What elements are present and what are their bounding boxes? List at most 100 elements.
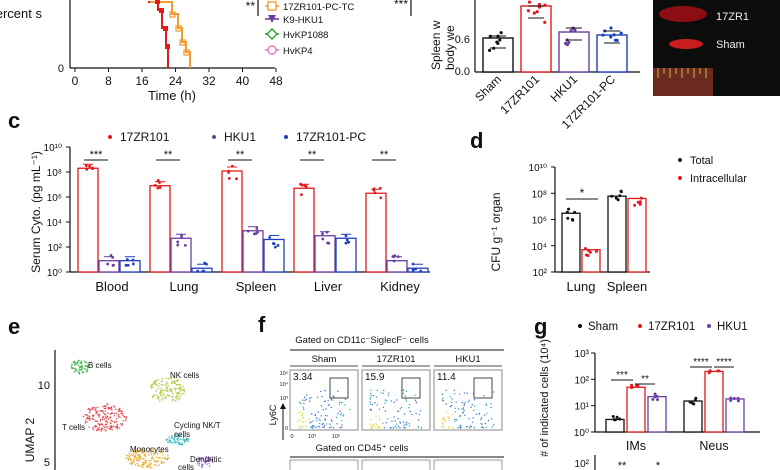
flow-event-dot <box>382 392 384 394</box>
panel-b-bar-pc <box>596 34 628 73</box>
umap-point <box>101 424 104 426</box>
flow-event-dot <box>297 425 300 427</box>
umap-point <box>171 381 173 383</box>
flow-event-dot <box>302 416 304 418</box>
umap-point <box>99 418 102 421</box>
flow-event-dot <box>473 405 476 407</box>
flow-event-dot <box>458 393 461 395</box>
survival-curve-red <box>148 1 169 68</box>
flow-event-dot <box>402 421 405 424</box>
umap-point <box>71 363 73 366</box>
panel-g-point <box>729 398 733 402</box>
photo-label: Sham <box>716 39 745 51</box>
umap-point <box>179 443 181 446</box>
umap-point <box>161 389 163 392</box>
survival-marker <box>163 26 168 31</box>
umap-point <box>150 387 153 389</box>
panel-d-bar <box>627 197 647 273</box>
flow-event-dot <box>405 400 408 402</box>
flow-xtick-label: 0 <box>290 434 293 440</box>
flow-event-dot <box>302 408 305 410</box>
flow-event-dot <box>464 401 467 404</box>
flow-event-dot <box>402 389 405 391</box>
flow-event-dot <box>411 413 413 416</box>
umap-point <box>173 436 176 439</box>
umap-point <box>117 415 120 418</box>
umap-point <box>92 428 95 431</box>
legend-diamond-icon <box>266 28 278 40</box>
umap-point <box>144 462 146 465</box>
flow-event-dot <box>333 396 335 398</box>
umap-point <box>113 421 116 423</box>
flow-event-dot <box>375 396 378 398</box>
umap-point <box>114 412 116 415</box>
flow-event-dot <box>324 389 327 392</box>
umap-point <box>128 452 131 454</box>
umap-point <box>176 393 178 396</box>
umap-point <box>149 385 152 387</box>
flow-event-dot <box>395 399 398 401</box>
panel-d-bar <box>561 212 581 273</box>
umap-point <box>176 398 179 401</box>
umap-point <box>152 384 154 386</box>
photo-ruler-ticks <box>657 68 707 78</box>
umap-point <box>155 390 157 392</box>
panel-e-ytick: 5 <box>44 457 50 469</box>
flow-event-dot <box>325 423 328 425</box>
flow-event-dot <box>397 417 399 420</box>
flow-event-dot <box>330 426 332 428</box>
panel-c-bar <box>77 167 99 273</box>
umap-point <box>171 396 173 399</box>
flow-event-dot <box>464 392 466 394</box>
umap-point <box>81 367 84 370</box>
umap-point <box>83 367 86 370</box>
flow-event-dot <box>462 407 465 409</box>
umap-point <box>156 394 158 396</box>
survival-marker <box>159 8 164 13</box>
flow-event-dot <box>461 402 463 404</box>
umap-point <box>104 428 106 431</box>
flow-event-dot <box>315 417 318 419</box>
flow-event-dot <box>370 410 373 412</box>
panel-d-point <box>584 253 588 257</box>
flow-plots: Sham 3.34 17ZR101 15.9 HKU1 11.4 10⁵ 10⁴ 10³ 00 10… <box>280 354 503 440</box>
panel-d-category: Lung <box>567 279 596 294</box>
gate-title-top: Gated on CD11c⁻SiglecF⁻ cells <box>295 335 429 346</box>
umap-point <box>172 442 174 444</box>
flow-event-dot <box>372 424 375 426</box>
umap-point <box>150 462 152 465</box>
flow-event-dot <box>446 411 448 414</box>
panel-g-point <box>618 417 622 421</box>
umap-point <box>182 389 185 391</box>
flow-event-dot <box>370 418 372 421</box>
umap-point <box>80 365 82 368</box>
panel-c-category: Liver <box>314 279 343 294</box>
panel-d-ylabel: CFU g⁻¹ organ <box>489 192 503 271</box>
panel-c-bar <box>335 237 357 273</box>
panel-c-ytick-label: 10⁰ <box>47 268 62 279</box>
panel-c-sig-stars: ** <box>164 149 173 161</box>
flow-event-dot <box>342 414 345 416</box>
flow-event-dot <box>442 417 445 419</box>
panel-a-ylabel: Percent s <box>0 6 42 21</box>
flow-event-dot <box>298 401 301 403</box>
panel-d-legend-label: Total <box>690 155 713 167</box>
flow-event-dot <box>342 415 344 417</box>
umap-point <box>161 391 164 393</box>
umap-point <box>82 415 85 418</box>
flow-event-dot <box>483 395 485 397</box>
umap-point <box>210 458 212 461</box>
flow-event-dot <box>467 401 469 403</box>
flow-event-dot <box>403 424 405 426</box>
panel-d-legend: Total Intracellular <box>678 155 747 185</box>
umap-point <box>187 440 189 442</box>
umap-point <box>140 455 143 458</box>
photo-ruler <box>653 68 713 96</box>
panel-a-legend: 17ZR101-PC-TC K9-HKU1 HvKP1088 HvKP4 <box>265 1 354 57</box>
umap-point <box>142 461 145 464</box>
umap-point <box>83 360 86 363</box>
panel-d-point <box>633 203 637 207</box>
umap-point <box>175 387 177 390</box>
umap-point <box>144 455 147 458</box>
panel-g-point <box>707 371 711 375</box>
